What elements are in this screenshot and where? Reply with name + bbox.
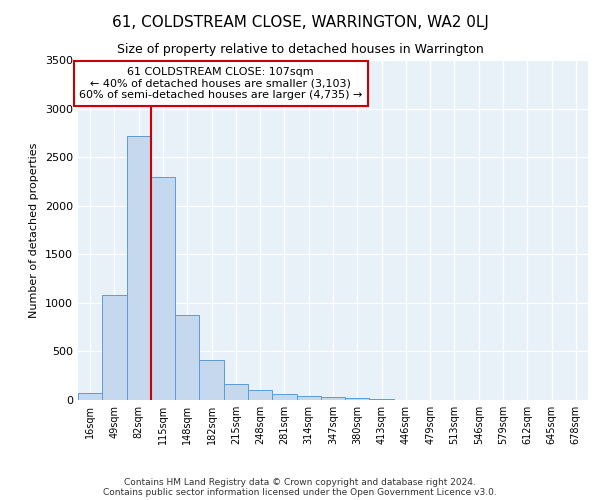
Bar xyxy=(199,360,224,400)
Bar xyxy=(272,394,296,400)
Bar xyxy=(296,396,321,400)
Text: 61 COLDSTREAM CLOSE: 107sqm
← 40% of detached houses are smaller (3,103)
60% of : 61 COLDSTREAM CLOSE: 107sqm ← 40% of det… xyxy=(79,67,362,100)
Bar xyxy=(78,393,102,400)
Text: Contains public sector information licensed under the Open Government Licence v3: Contains public sector information licen… xyxy=(103,488,497,497)
Text: Contains HM Land Registry data © Crown copyright and database right 2024.: Contains HM Land Registry data © Crown c… xyxy=(124,478,476,487)
Bar xyxy=(102,295,127,400)
Bar xyxy=(127,136,151,400)
Text: 61, COLDSTREAM CLOSE, WARRINGTON, WA2 0LJ: 61, COLDSTREAM CLOSE, WARRINGTON, WA2 0L… xyxy=(112,15,488,30)
Bar xyxy=(370,399,394,400)
Bar xyxy=(224,384,248,400)
Bar xyxy=(151,176,175,400)
Bar xyxy=(175,316,199,400)
Text: Size of property relative to detached houses in Warrington: Size of property relative to detached ho… xyxy=(116,42,484,56)
Bar xyxy=(248,390,272,400)
Bar xyxy=(321,396,345,400)
Y-axis label: Number of detached properties: Number of detached properties xyxy=(29,142,40,318)
Bar xyxy=(345,398,370,400)
